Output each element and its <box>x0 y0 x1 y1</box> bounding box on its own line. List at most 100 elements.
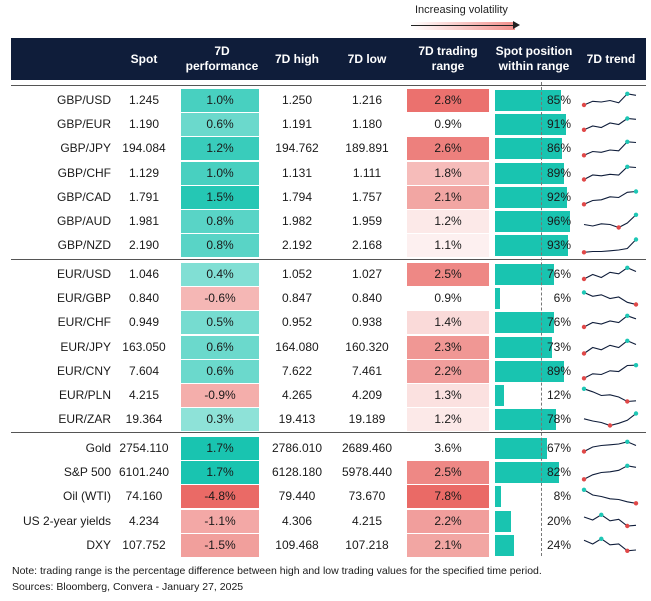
row-label: EUR/ZAR <box>58 412 111 426</box>
table-header: Spot 7D performance 7D high 7D low 7D tr… <box>11 38 646 80</box>
trading-range-cell: 2.1% <box>407 186 489 209</box>
position-bar <box>495 409 556 430</box>
trading-range-cell: 1.3% <box>407 384 489 407</box>
arrow-right-icon <box>513 21 520 29</box>
position-bar <box>495 163 565 184</box>
header-7d-high: 7D high <box>275 51 319 66</box>
table-row: GBP/USD 1.245 1.0% 1.250 1.216 2.8% 85% <box>11 89 646 112</box>
header-7d-trading-range: 7D trading range <box>418 44 478 73</box>
high-value: 0.847 <box>281 291 313 305</box>
trend-high-marker <box>581 290 587 295</box>
sources-note: Sources: Bloomberg, Convera - January 27… <box>12 581 244 593</box>
row-label: S&P 500 <box>63 465 111 479</box>
trading-range-cell: 2.2% <box>407 510 489 533</box>
trend-low-marker <box>581 177 587 182</box>
table-row: Gold 2754.110 1.7% 2786.010 2689.460 3.6% 67% <box>11 437 646 460</box>
high-value: 1.250 <box>281 93 313 107</box>
trend-high-marker <box>625 313 630 318</box>
table-row: EUR/ZAR 19.364 0.3% 19.413 19.189 1.2% 78% <box>11 408 646 431</box>
trend-low-marker <box>581 449 587 454</box>
performance-cell: -1.5% <box>181 534 259 557</box>
performance-cell: 1.5% <box>181 186 259 209</box>
spot-value: 107.752 <box>122 538 166 552</box>
trend-high-marker <box>581 386 587 391</box>
trend-sparkline <box>581 463 637 482</box>
high-value: 1.982 <box>281 214 313 228</box>
table-row: GBP/JPY 194.084 1.2% 194.762 189.891 2.6% 86% <box>11 137 646 160</box>
trend-low-marker <box>581 376 587 381</box>
high-value: 1.052 <box>281 267 313 281</box>
trend-low-marker <box>633 302 639 307</box>
spot-value: 19.364 <box>125 412 163 426</box>
table-row: EUR/JPY 163.050 0.6% 164.080 160.320 2.3% 73% <box>11 336 646 359</box>
position-bar <box>495 462 559 483</box>
trading-range-cell: 2.3% <box>407 336 489 359</box>
table-row: GBP/AUD 1.981 0.8% 1.982 1.959 1.2% 96% <box>11 210 646 233</box>
table-row: S&P 500 6101.240 1.7% 6128.180 5978.440 2.5% 8… <box>11 461 646 484</box>
low-value: 5978.440 <box>341 465 393 479</box>
position-value: 96% <box>546 214 571 228</box>
high-value: 6128.180 <box>271 465 323 479</box>
trend-high-marker <box>625 265 630 270</box>
performance-cell: 0.6% <box>181 360 259 383</box>
position-value: 24% <box>546 538 571 552</box>
position-bar <box>495 535 514 556</box>
performance-cell: 0.6% <box>181 336 259 359</box>
performance-cell: 0.6% <box>181 113 259 136</box>
trading-range-cell: 1.2% <box>407 210 489 233</box>
trading-range-cell: 3.6% <box>407 437 489 460</box>
table-row: DXY 107.752 -1.5% 109.468 107.218 2.1% 24% <box>11 534 646 557</box>
row-label: Oil (WTI) <box>63 489 111 503</box>
trend-sparkline <box>581 363 639 381</box>
trend-sparkline <box>581 265 637 282</box>
trading-range-cell: 0.9% <box>407 113 489 136</box>
row-label: GBP/CAD <box>56 190 111 204</box>
low-value: 0.840 <box>351 291 383 305</box>
trend-sparkline <box>581 164 637 182</box>
spot-value: 1.245 <box>128 93 160 107</box>
range-reference-line <box>541 82 542 556</box>
header-7d-trend: 7D trend <box>586 51 636 66</box>
trend-low-marker <box>607 423 613 428</box>
position-value: 12% <box>546 388 571 402</box>
trend-sparkline <box>583 512 637 529</box>
performance-cell: 1.0% <box>181 162 259 185</box>
row-label: EUR/CHF <box>57 315 111 329</box>
trading-range-note: Note: trading range is the percentage di… <box>12 565 542 577</box>
low-value: 2.168 <box>351 238 383 252</box>
low-value: 1.027 <box>351 267 383 281</box>
performance-cell: -4.8% <box>181 485 259 508</box>
position-bar <box>495 288 500 309</box>
position-bar <box>495 211 570 232</box>
group-divider <box>11 432 646 433</box>
performance-cell: -1.1% <box>181 510 259 533</box>
trend-low-marker <box>581 250 587 255</box>
trend-low-marker <box>625 399 630 404</box>
table-row: EUR/USD 1.046 0.4% 1.052 1.027 2.5% 76% <box>11 263 646 286</box>
high-value: 79.440 <box>278 489 316 503</box>
spot-value: 0.949 <box>128 315 160 329</box>
trend-low-marker <box>581 324 587 330</box>
position-value: 85% <box>546 93 571 107</box>
spot-value: 0.840 <box>128 291 160 305</box>
trend-high-marker <box>581 487 587 492</box>
trend-low-marker <box>616 225 621 230</box>
performance-cell: 0.3% <box>181 408 259 431</box>
high-value: 4.306 <box>281 514 313 528</box>
trend-sparkline <box>581 338 637 356</box>
row-label: GBP/AUD <box>56 214 111 228</box>
low-value: 1.216 <box>351 93 383 107</box>
position-bar <box>495 138 563 159</box>
trend-low-marker <box>581 202 587 207</box>
trend-high-marker <box>625 116 630 121</box>
high-value: 0.952 <box>281 315 313 329</box>
trend-line <box>583 489 637 504</box>
table-row: EUR/GBP 0.840 -0.6% 0.847 0.840 0.9% 6% <box>11 287 646 310</box>
trading-range-cell: 0.9% <box>407 287 489 310</box>
spot-value: 2754.110 <box>119 441 169 455</box>
trend-line <box>583 291 637 306</box>
high-value: 1.794 <box>281 190 313 204</box>
performance-cell: 0.4% <box>181 263 259 286</box>
spot-value: 163.050 <box>122 340 166 354</box>
trend-sparkline <box>581 237 639 255</box>
